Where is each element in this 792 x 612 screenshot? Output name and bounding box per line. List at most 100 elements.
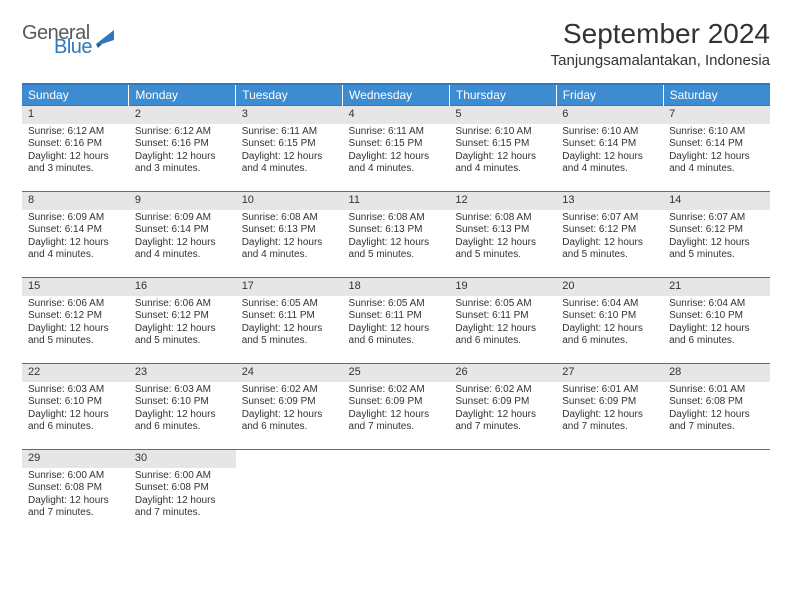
day-number: 23	[129, 364, 236, 382]
day-content: Sunrise: 6:10 AMSunset: 6:14 PMDaylight:…	[556, 124, 663, 184]
day-number: 20	[556, 278, 663, 296]
day-ss: Sunset: 6:16 PM	[28, 138, 123, 151]
day-dl2: and 4 minutes.	[242, 249, 337, 262]
day-dl2: and 4 minutes.	[669, 163, 764, 176]
day-dl1: Daylight: 12 hours	[349, 151, 444, 164]
day-dl1: Daylight: 12 hours	[455, 323, 550, 336]
day-dl1: Daylight: 12 hours	[669, 151, 764, 164]
calendar-day-cell: 16Sunrise: 6:06 AMSunset: 6:12 PMDayligh…	[129, 278, 236, 364]
month-title: September 2024	[551, 18, 770, 50]
day-dl2: and 7 minutes.	[349, 421, 444, 434]
day-dl2: and 5 minutes.	[349, 249, 444, 262]
day-number: 12	[449, 192, 556, 210]
day-sr: Sunrise: 6:12 AM	[28, 126, 123, 139]
day-number: 5	[449, 106, 556, 124]
day-dl1: Daylight: 12 hours	[135, 151, 230, 164]
day-number: 21	[663, 278, 770, 296]
day-sr: Sunrise: 6:00 AM	[135, 470, 230, 483]
day-sr: Sunrise: 6:09 AM	[135, 212, 230, 225]
day-ss: Sunset: 6:15 PM	[455, 138, 550, 151]
day-number: 25	[343, 364, 450, 382]
day-number: 26	[449, 364, 556, 382]
day-dl1: Daylight: 12 hours	[669, 409, 764, 422]
day-sr: Sunrise: 6:12 AM	[135, 126, 230, 139]
day-content: Sunrise: 6:08 AMSunset: 6:13 PMDaylight:…	[236, 210, 343, 270]
day-dl1: Daylight: 12 hours	[562, 151, 657, 164]
day-content: Sunrise: 6:00 AMSunset: 6:08 PMDaylight:…	[129, 468, 236, 528]
day-ss: Sunset: 6:11 PM	[242, 310, 337, 323]
day-sr: Sunrise: 6:10 AM	[562, 126, 657, 139]
calendar-week-row: 8Sunrise: 6:09 AMSunset: 6:14 PMDaylight…	[22, 192, 770, 278]
calendar-day-cell	[449, 450, 556, 536]
day-sr: Sunrise: 6:10 AM	[455, 126, 550, 139]
calendar-day-cell: 30Sunrise: 6:00 AMSunset: 6:08 PMDayligh…	[129, 450, 236, 536]
day-ss: Sunset: 6:11 PM	[349, 310, 444, 323]
day-dl1: Daylight: 12 hours	[28, 495, 123, 508]
day-dl2: and 6 minutes.	[135, 421, 230, 434]
day-content: Sunrise: 6:07 AMSunset: 6:12 PMDaylight:…	[663, 210, 770, 270]
day-dl1: Daylight: 12 hours	[242, 237, 337, 250]
day-content: Sunrise: 6:12 AMSunset: 6:16 PMDaylight:…	[22, 124, 129, 184]
calendar-day-cell: 1Sunrise: 6:12 AMSunset: 6:16 PMDaylight…	[22, 106, 129, 192]
calendar-day-cell: 10Sunrise: 6:08 AMSunset: 6:13 PMDayligh…	[236, 192, 343, 278]
day-sr: Sunrise: 6:07 AM	[669, 212, 764, 225]
day-ss: Sunset: 6:13 PM	[455, 224, 550, 237]
day-sr: Sunrise: 6:00 AM	[28, 470, 123, 483]
day-content: Sunrise: 6:10 AMSunset: 6:15 PMDaylight:…	[449, 124, 556, 184]
day-sr: Sunrise: 6:08 AM	[242, 212, 337, 225]
day-content: Sunrise: 6:04 AMSunset: 6:10 PMDaylight:…	[556, 296, 663, 356]
calendar-day-cell: 29Sunrise: 6:00 AMSunset: 6:08 PMDayligh…	[22, 450, 129, 536]
calendar-week-row: 29Sunrise: 6:00 AMSunset: 6:08 PMDayligh…	[22, 450, 770, 536]
calendar-day-cell: 8Sunrise: 6:09 AMSunset: 6:14 PMDaylight…	[22, 192, 129, 278]
day-dl2: and 7 minutes.	[455, 421, 550, 434]
day-dl1: Daylight: 12 hours	[242, 151, 337, 164]
day-content: Sunrise: 6:09 AMSunset: 6:14 PMDaylight:…	[129, 210, 236, 270]
day-header: Monday	[129, 84, 236, 106]
title-block: September 2024 Tanjungsamalantakan, Indo…	[551, 18, 770, 69]
day-dl2: and 5 minutes.	[135, 335, 230, 348]
day-number: 16	[129, 278, 236, 296]
day-dl2: and 7 minutes.	[669, 421, 764, 434]
day-header: Wednesday	[343, 84, 450, 106]
day-ss: Sunset: 6:09 PM	[562, 396, 657, 409]
day-content: Sunrise: 6:02 AMSunset: 6:09 PMDaylight:…	[343, 382, 450, 442]
day-number: 19	[449, 278, 556, 296]
day-ss: Sunset: 6:10 PM	[562, 310, 657, 323]
day-dl2: and 4 minutes.	[28, 249, 123, 262]
day-ss: Sunset: 6:12 PM	[562, 224, 657, 237]
day-dl1: Daylight: 12 hours	[242, 323, 337, 336]
day-number: 17	[236, 278, 343, 296]
day-number: 15	[22, 278, 129, 296]
day-dl2: and 4 minutes.	[455, 163, 550, 176]
day-dl1: Daylight: 12 hours	[28, 237, 123, 250]
day-dl1: Daylight: 12 hours	[562, 237, 657, 250]
day-sr: Sunrise: 6:03 AM	[28, 384, 123, 397]
day-number: 11	[343, 192, 450, 210]
day-dl1: Daylight: 12 hours	[455, 151, 550, 164]
calendar-day-cell: 21Sunrise: 6:04 AMSunset: 6:10 PMDayligh…	[663, 278, 770, 364]
day-dl1: Daylight: 12 hours	[455, 237, 550, 250]
logo: General Blue	[22, 18, 118, 56]
day-dl2: and 6 minutes.	[28, 421, 123, 434]
day-number: 28	[663, 364, 770, 382]
calendar-day-cell: 20Sunrise: 6:04 AMSunset: 6:10 PMDayligh…	[556, 278, 663, 364]
day-ss: Sunset: 6:09 PM	[455, 396, 550, 409]
calendar-day-cell: 4Sunrise: 6:11 AMSunset: 6:15 PMDaylight…	[343, 106, 450, 192]
day-content: Sunrise: 6:10 AMSunset: 6:14 PMDaylight:…	[663, 124, 770, 184]
day-content: Sunrise: 6:02 AMSunset: 6:09 PMDaylight:…	[236, 382, 343, 442]
day-content: Sunrise: 6:06 AMSunset: 6:12 PMDaylight:…	[129, 296, 236, 356]
day-sr: Sunrise: 6:04 AM	[562, 298, 657, 311]
day-dl1: Daylight: 12 hours	[28, 409, 123, 422]
day-dl2: and 4 minutes.	[135, 249, 230, 262]
day-dl2: and 6 minutes.	[562, 335, 657, 348]
calendar-day-cell: 12Sunrise: 6:08 AMSunset: 6:13 PMDayligh…	[449, 192, 556, 278]
day-dl2: and 6 minutes.	[455, 335, 550, 348]
day-ss: Sunset: 6:13 PM	[349, 224, 444, 237]
day-number: 22	[22, 364, 129, 382]
day-ss: Sunset: 6:14 PM	[135, 224, 230, 237]
calendar-day-cell	[556, 450, 663, 536]
day-ss: Sunset: 6:08 PM	[669, 396, 764, 409]
day-ss: Sunset: 6:10 PM	[135, 396, 230, 409]
header: General Blue September 2024 Tanjungsamal…	[22, 18, 770, 69]
calendar-day-cell: 11Sunrise: 6:08 AMSunset: 6:13 PMDayligh…	[343, 192, 450, 278]
